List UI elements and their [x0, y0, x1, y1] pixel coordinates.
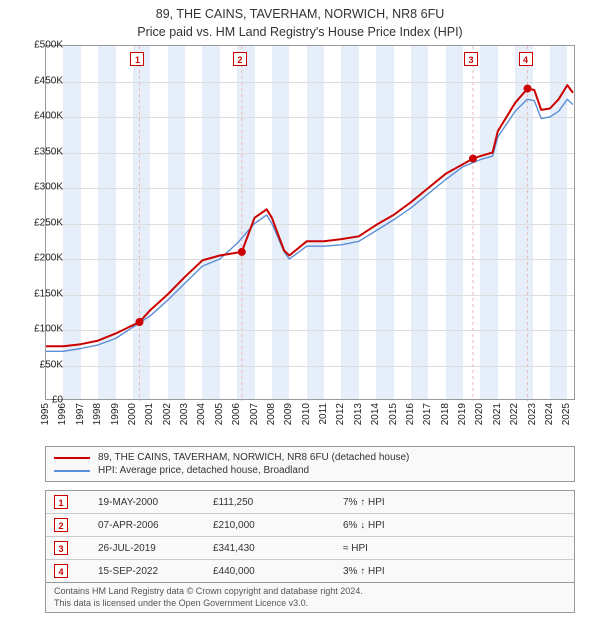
transaction-marker: 3 — [54, 541, 68, 555]
chart-plot-area — [45, 45, 575, 400]
x-axis-label: 2013 — [353, 403, 364, 425]
y-axis-label: £200K — [21, 253, 63, 264]
chart-title-block: 89, THE CAINS, TAVERHAM, NORWICH, NR8 6F… — [0, 0, 600, 41]
y-axis-label: £150K — [21, 288, 63, 299]
transaction-vs-hpi: 3% ↑ HPI — [343, 566, 566, 577]
legend-label: 89, THE CAINS, TAVERHAM, NORWICH, NR8 6F… — [98, 452, 409, 463]
x-axis-label: 2007 — [249, 403, 260, 425]
y-axis-label: £400K — [21, 111, 63, 122]
table-row: 4 15-SEP-2022 £440,000 3% ↑ HPI — [46, 559, 574, 582]
x-axis-label: 2010 — [301, 403, 312, 425]
y-axis-label: £50K — [21, 359, 63, 370]
transaction-vs-hpi: 7% ↑ HPI — [343, 497, 566, 508]
transaction-dot — [524, 85, 532, 93]
footer-attribution: Contains HM Land Registry data © Crown c… — [45, 582, 575, 613]
y-axis-label: £500K — [21, 40, 63, 51]
plot-canvas — [46, 46, 574, 399]
series-subject — [46, 85, 573, 346]
transaction-marker: 4 — [54, 564, 68, 578]
x-axis-label: 2009 — [283, 403, 294, 425]
legend-swatch — [54, 457, 90, 459]
x-axis-label: 2021 — [492, 403, 503, 425]
x-axis-label: 2006 — [231, 403, 242, 425]
x-axis-label: 1996 — [57, 403, 68, 425]
x-axis-label: 1999 — [110, 403, 121, 425]
x-axis-label: 2024 — [544, 403, 555, 425]
transaction-dot — [135, 318, 143, 326]
footer-line-2: This data is licensed under the Open Gov… — [54, 598, 566, 610]
table-row: 2 07-APR-2006 £210,000 6% ↓ HPI — [46, 513, 574, 536]
marker-flag-4: 4 — [519, 52, 533, 66]
x-axis-label: 2018 — [440, 403, 451, 425]
x-axis-label: 1995 — [40, 403, 51, 425]
y-axis-label: £300K — [21, 182, 63, 193]
legend-label: HPI: Average price, detached house, Broa… — [98, 465, 309, 476]
y-axis-label: £100K — [21, 324, 63, 335]
y-axis-label: £250K — [21, 217, 63, 228]
title-line-1: 89, THE CAINS, TAVERHAM, NORWICH, NR8 6F… — [0, 6, 600, 24]
x-axis-label: 2000 — [127, 403, 138, 425]
marker-flag-2: 2 — [233, 52, 247, 66]
x-axis-label: 2020 — [474, 403, 485, 425]
x-axis-label: 2011 — [318, 403, 329, 425]
x-axis-label: 2023 — [527, 403, 538, 425]
marker-flag-1: 1 — [130, 52, 144, 66]
transaction-price: £341,430 — [213, 543, 343, 554]
x-axis-label: 2015 — [388, 403, 399, 425]
transaction-date: 19-MAY-2000 — [68, 497, 213, 508]
transaction-vs-hpi: 6% ↓ HPI — [343, 520, 566, 531]
transaction-price: £111,250 — [213, 497, 343, 508]
transaction-date: 26-JUL-2019 — [68, 543, 213, 554]
transaction-marker: 1 — [54, 495, 68, 509]
legend-item: 89, THE CAINS, TAVERHAM, NORWICH, NR8 6F… — [54, 451, 566, 464]
x-axis-label: 2016 — [405, 403, 416, 425]
series-hpi — [46, 99, 573, 351]
table-row: 1 19-MAY-2000 £111,250 7% ↑ HPI — [46, 491, 574, 513]
x-axis-label: 1998 — [92, 403, 103, 425]
x-axis-label: 2014 — [370, 403, 381, 425]
x-axis-label: 2012 — [335, 403, 346, 425]
x-axis-label: 2004 — [196, 403, 207, 425]
x-axis-label: 2025 — [561, 403, 572, 425]
x-axis-label: 2017 — [422, 403, 433, 425]
x-axis-label: 2008 — [266, 403, 277, 425]
x-axis-label: 2003 — [179, 403, 190, 425]
transaction-price: £210,000 — [213, 520, 343, 531]
transaction-dot — [469, 155, 477, 163]
legend-swatch — [54, 470, 90, 472]
transaction-price: £440,000 — [213, 566, 343, 577]
transaction-vs-hpi: ≈ HPI — [343, 543, 566, 554]
transactions-table: 1 19-MAY-2000 £111,250 7% ↑ HPI 2 07-APR… — [45, 490, 575, 583]
title-line-2: Price paid vs. HM Land Registry's House … — [0, 24, 600, 42]
x-axis-label: 1997 — [75, 403, 86, 425]
legend: 89, THE CAINS, TAVERHAM, NORWICH, NR8 6F… — [45, 446, 575, 482]
transaction-marker: 2 — [54, 518, 68, 532]
marker-flag-3: 3 — [464, 52, 478, 66]
legend-item: HPI: Average price, detached house, Broa… — [54, 464, 566, 477]
x-axis-label: 2002 — [162, 403, 173, 425]
transaction-dot — [238, 248, 246, 256]
x-axis-label: 2022 — [509, 403, 520, 425]
y-axis-label: £350K — [21, 146, 63, 157]
x-axis-label: 2001 — [144, 403, 155, 425]
x-axis-label: 2005 — [214, 403, 225, 425]
footer-line-1: Contains HM Land Registry data © Crown c… — [54, 586, 566, 598]
transaction-date: 07-APR-2006 — [68, 520, 213, 531]
table-row: 3 26-JUL-2019 £341,430 ≈ HPI — [46, 536, 574, 559]
x-axis-label: 2019 — [457, 403, 468, 425]
transaction-date: 15-SEP-2022 — [68, 566, 213, 577]
y-axis-label: £450K — [21, 75, 63, 86]
